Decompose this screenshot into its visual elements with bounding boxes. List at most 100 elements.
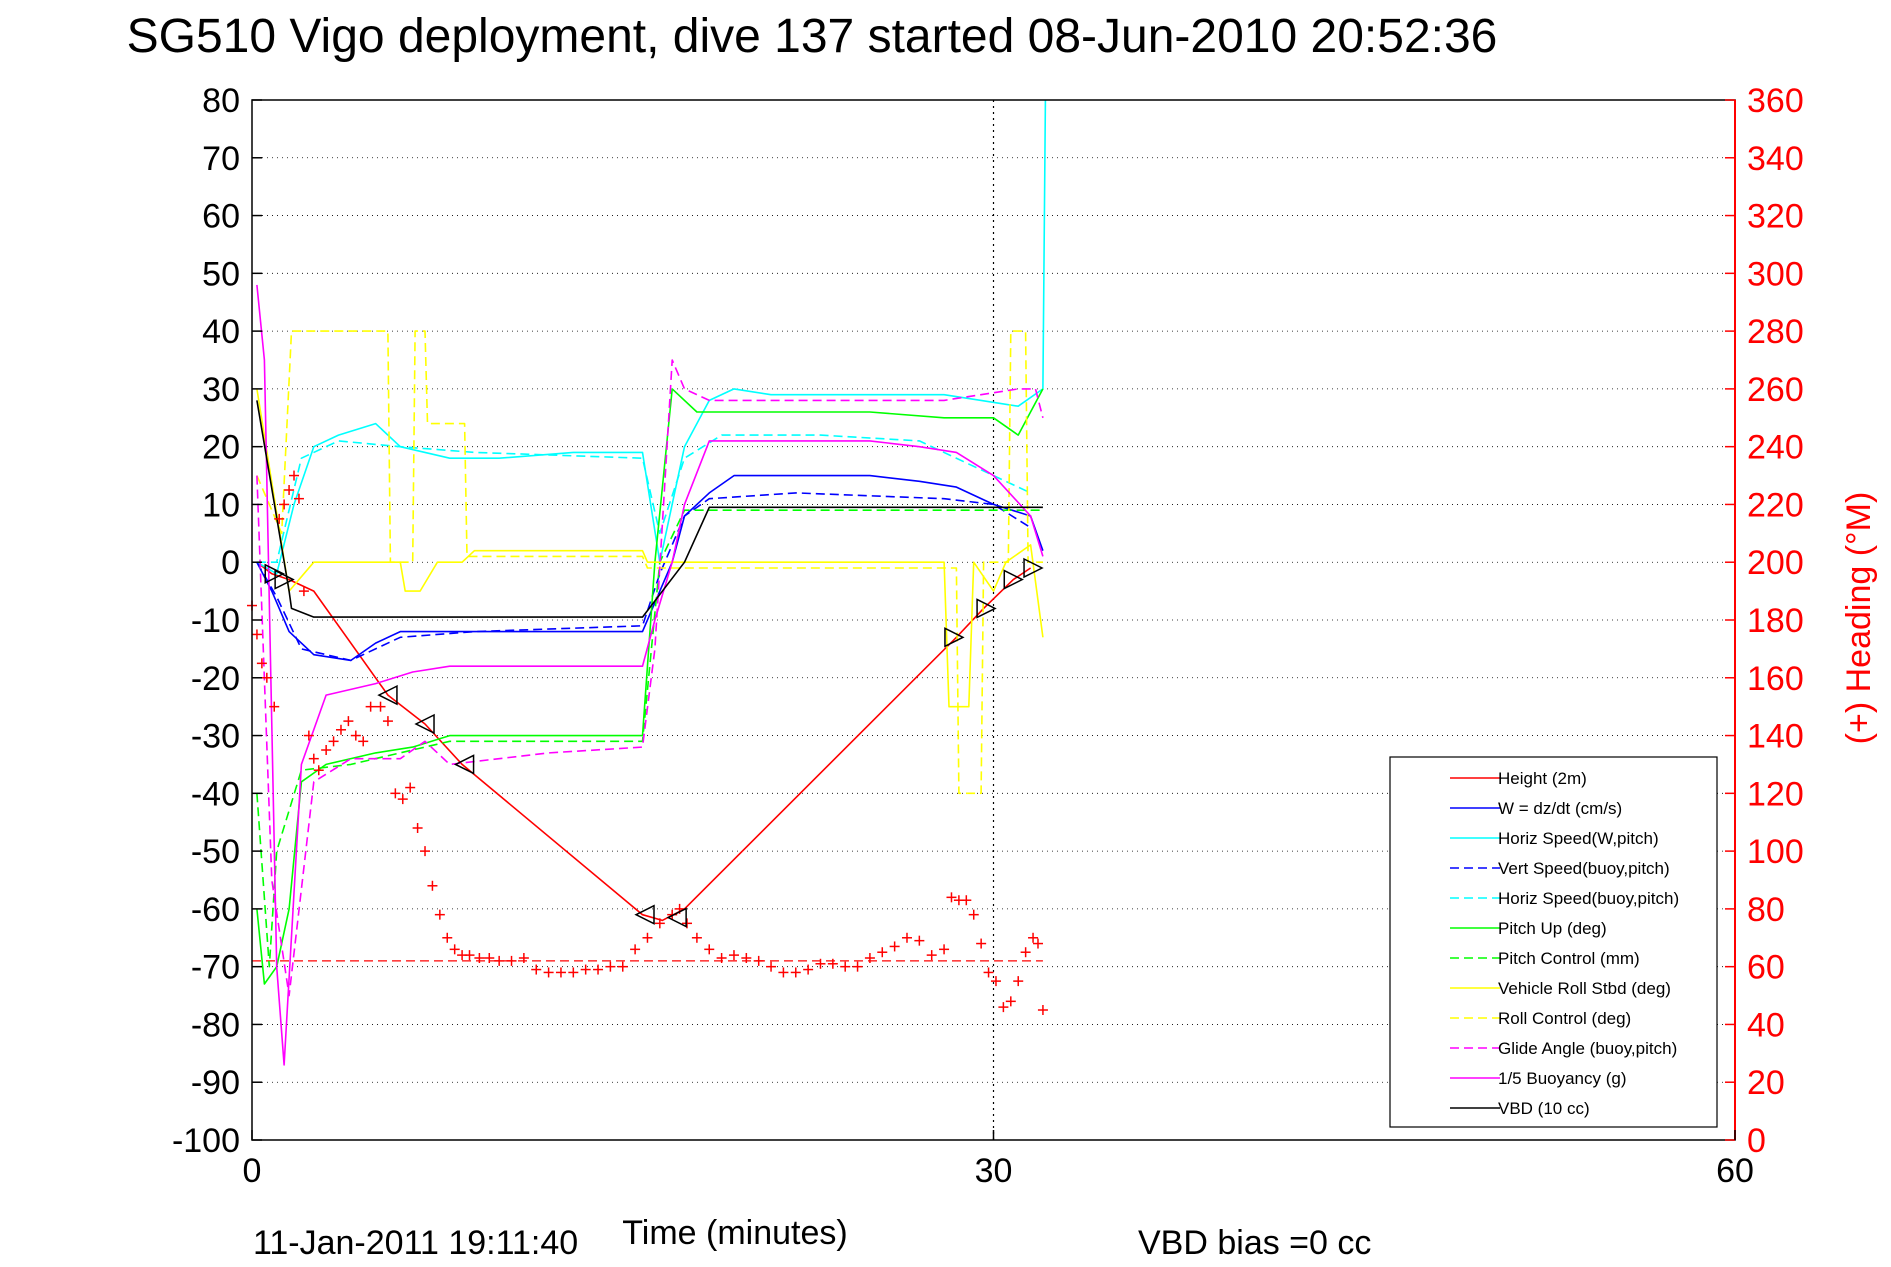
- y-tick-label-left: -20: [191, 660, 240, 698]
- heading-point: [313, 765, 324, 776]
- heading-point: [474, 953, 485, 963]
- footer-vbd-bias: VBD bias =0 cc: [1138, 1224, 1371, 1262]
- heading-point: [617, 961, 628, 972]
- heading-point: [328, 736, 339, 747]
- x-tick-label: 30: [975, 1152, 1013, 1190]
- heading-point: [605, 961, 616, 972]
- y-tick-label-left: -60: [191, 891, 240, 929]
- series-line: [256, 359, 1044, 997]
- heading-point: [293, 493, 304, 504]
- heading-point: [390, 788, 401, 799]
- y-tick-label-left: -40: [191, 775, 240, 813]
- y-tick-label-left: 80: [202, 82, 240, 120]
- y-tick-label-right: 260: [1747, 371, 1804, 409]
- heading-point: [728, 950, 739, 961]
- series-line: [256, 400, 1043, 618]
- x-tick-label: 0: [243, 1152, 262, 1190]
- y-tick-label-left: 30: [202, 371, 240, 409]
- direction-marker: [944, 627, 965, 648]
- y-tick-label-right: 240: [1747, 429, 1804, 467]
- heading-point: [716, 953, 727, 963]
- heading-point: [877, 947, 888, 958]
- heading-point: [790, 967, 801, 978]
- heading-point: [269, 701, 280, 712]
- legend-label: Glide Angle (buoy,pitch): [1498, 1039, 1677, 1058]
- heading-point: [961, 895, 972, 906]
- heading-point: [335, 724, 346, 735]
- heading-point: [518, 953, 529, 963]
- heading-point: [303, 730, 314, 741]
- heading-point: [778, 967, 789, 978]
- heading-point: [365, 701, 376, 712]
- heading-point: [279, 499, 290, 510]
- heading-layer: [247, 470, 1048, 1015]
- heading-point: [976, 938, 987, 949]
- heading-point: [852, 961, 863, 972]
- legend-label: Pitch Control (mm): [1498, 949, 1640, 968]
- series-line: [256, 561, 1032, 922]
- legend-label: Horiz Speed(W,pitch): [1498, 829, 1659, 848]
- heading-point: [968, 909, 979, 920]
- y-tick-label-left: 60: [202, 198, 240, 236]
- heading-point: [397, 794, 408, 805]
- heading-point: [580, 964, 591, 975]
- y-tick-label-right: 220: [1747, 486, 1804, 524]
- right-axis-label: (+) Heading (°M): [1840, 492, 1878, 745]
- heading-point: [494, 955, 505, 966]
- x-axis-label: Time (minutes): [622, 1214, 847, 1252]
- heading-point: [427, 880, 438, 891]
- y-tick-label-right: 300: [1747, 255, 1804, 293]
- y-tick-label-right: 140: [1747, 718, 1804, 756]
- series-line: [256, 284, 1044, 1066]
- heading-point: [256, 658, 267, 669]
- y-tick-label-right: 60: [1747, 949, 1785, 987]
- heading-point: [682, 918, 693, 929]
- direction-marker: [264, 563, 285, 584]
- direction-marker: [377, 684, 398, 706]
- y-tick-label-left: -10: [191, 602, 240, 640]
- legend-label: Pitch Up (deg): [1498, 919, 1607, 938]
- y-tick-label-right: 40: [1747, 1006, 1785, 1044]
- y-tick-label-left: -80: [191, 1006, 240, 1044]
- series-line: [256, 330, 1043, 795]
- footer-timestamp: 11-Jan-2011 19:11:40: [253, 1224, 578, 1262]
- heading-point: [464, 950, 475, 961]
- heading-point: [815, 958, 826, 969]
- y-tick-label-right: 160: [1747, 660, 1804, 698]
- series-layer: [256, 99, 1047, 1066]
- heading-point: [298, 586, 309, 597]
- heading-point: [691, 932, 702, 943]
- heading-point: [1013, 976, 1024, 987]
- heading-point: [983, 967, 994, 978]
- heading-point: [289, 470, 300, 481]
- legend-label: Horiz Speed(buoy,pitch): [1498, 889, 1679, 908]
- y-tick-label-right: 320: [1747, 198, 1804, 236]
- heading-point: [889, 941, 900, 952]
- y-tick-label-right: 200: [1747, 544, 1804, 582]
- chart-title: SG510 Vigo deployment, dive 137 started …: [127, 10, 1498, 63]
- heading-point: [543, 967, 554, 978]
- legend: Height (2m) W = dz/dt (cm/s) Horiz Speed(W…: [1389, 756, 1718, 1128]
- y-tick-label-left: -30: [191, 718, 240, 756]
- y-tick-label-left: -90: [191, 1064, 240, 1102]
- series-line: [256, 99, 1047, 575]
- y-tick-label-left: 70: [202, 140, 240, 178]
- y-tick-label-left: 20: [202, 429, 240, 467]
- heading-point: [484, 953, 495, 963]
- direction-marker: [1003, 569, 1024, 590]
- legend-label: Roll Control (deg): [1498, 1009, 1631, 1028]
- y-tick-label-right: 100: [1747, 833, 1804, 871]
- heading-point: [251, 629, 262, 640]
- heading-point: [405, 782, 416, 793]
- y-tick-label-right: 20: [1747, 1064, 1785, 1102]
- direction-marker: [634, 904, 655, 925]
- legend-label: W = dz/dt (cm/s): [1498, 799, 1622, 818]
- heading-point: [274, 513, 285, 524]
- heading-point: [555, 967, 566, 978]
- y-tick-label-left: -100: [172, 1122, 240, 1160]
- legend-label: VBD (10 cc): [1498, 1099, 1590, 1118]
- heading-point: [506, 955, 517, 966]
- heading-point: [990, 976, 1001, 987]
- heading-point: [766, 961, 777, 972]
- y-tick-label-right: 280: [1747, 313, 1804, 351]
